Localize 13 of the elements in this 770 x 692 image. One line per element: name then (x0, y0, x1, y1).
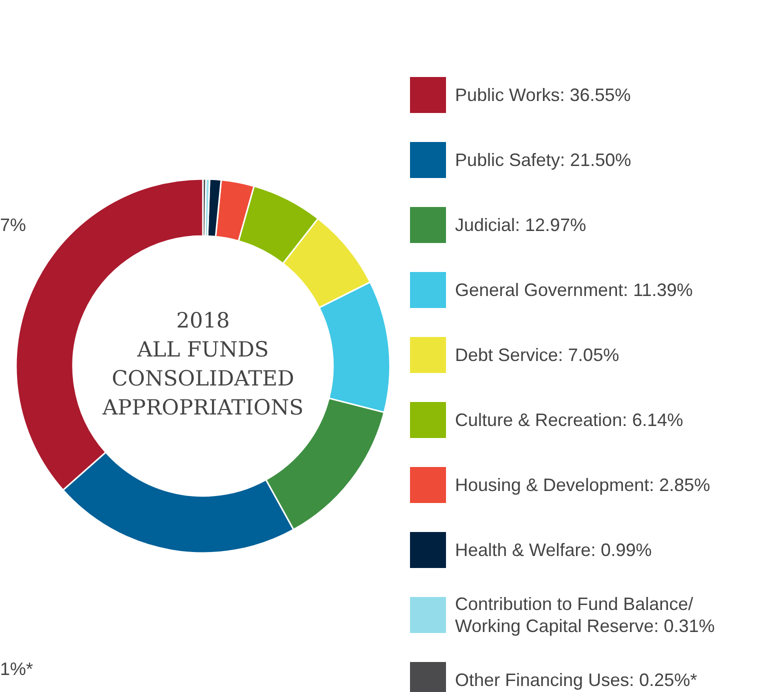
legend-label: Debt Service: 7.05% (455, 345, 620, 365)
text: 7% (0, 215, 26, 236)
legend-label: Public Works: 36.55% (455, 85, 631, 105)
legend-label: Other Financing Uses: 0.25%* (455, 670, 698, 690)
legend-label: Culture & Recreation: 6.14% (455, 410, 684, 430)
legend-label: Housing & Development: 2.85% (455, 475, 710, 495)
text: 2018 ALL FUNDS CONSOLIDATED APPROPRIATIONS (102, 308, 304, 420)
legend-label: Judicial: 12.97% (455, 215, 586, 235)
legend-label: Health & Welfare: 0.99% (455, 540, 652, 560)
legend-label: Public Safety: 21.50% (455, 150, 632, 170)
legend-label: General Government: 11.39% (455, 280, 693, 300)
legend-label: Contribution to Fund Balance/ Working Capital Reserve: 0.31% (455, 594, 715, 636)
text: 1%* (0, 659, 34, 680)
